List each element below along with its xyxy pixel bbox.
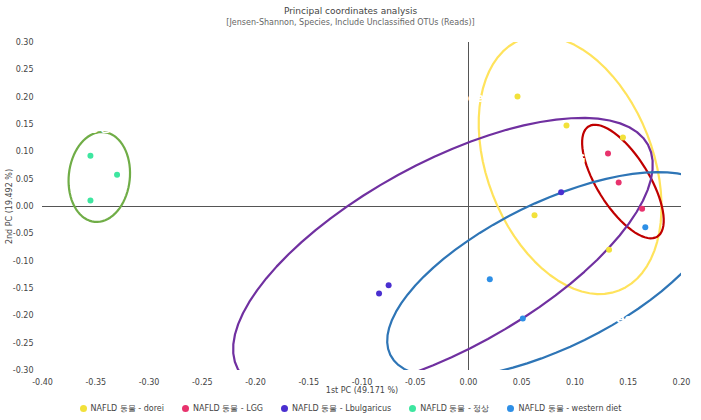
svg-text:2nd PC (19.492 %): 2nd PC (19.492 %) (5, 169, 14, 244)
html-text:NAFLD 동물 - 정상: NAFLD 동물 - 정상 (420, 403, 490, 413)
svg-text:0.20: 0.20 (16, 93, 34, 102)
svg-text:B. dorei: B. dorei (431, 90, 488, 105)
svg-text:0.00: 0.00 (460, 378, 478, 387)
html-text:NAFLD 동물 - western diet: NAFLD 동물 - western diet (518, 403, 622, 413)
svg-text:L. bulgaricus: L. bulgaricus (349, 214, 444, 229)
svg-text:1st PC (49.171 %): 1st PC (49.171 %) (326, 386, 398, 395)
svg-text:-0.30: -0.30 (13, 366, 34, 375)
svg-text:-0.15: -0.15 (13, 284, 34, 293)
svg-text:-0.05: -0.05 (13, 229, 34, 238)
svg-text:-0.30: -0.30 (139, 378, 160, 387)
html-text:NAFLD 동물 - dorei: NAFLD 동물 - dorei (90, 403, 164, 413)
svg-text:0.20: 0.20 (673, 378, 691, 387)
html-text:Principal coordinates analysis: Principal coordinates analysis (283, 6, 418, 16)
svg-text:0.00: 0.00 (16, 202, 34, 211)
svg-text:-0.20: -0.20 (13, 311, 34, 320)
html-text:NAFLD 동물 - Lbulgaricus: NAFLD 동물 - Lbulgaricus (292, 403, 392, 413)
svg-text:-0.25: -0.25 (192, 378, 213, 387)
html-text:[Jensen-Shannon, Species, Incl: [Jensen-Shannon, Species, Include Unclas… (226, 18, 475, 27)
svg-text:-0.25: -0.25 (13, 339, 34, 348)
svg-text:0.05: 0.05 (513, 378, 531, 387)
svg-text:0.10: 0.10 (16, 147, 34, 156)
svg-text:-0.40: -0.40 (32, 378, 53, 387)
svg-text:0.15: 0.15 (16, 120, 34, 129)
svg-text:0.05: 0.05 (16, 175, 34, 184)
svg-text:Westerndiet: Westerndiet (602, 311, 663, 339)
svg-text:LGG: LGG (556, 151, 586, 166)
svg-text:0.15: 0.15 (619, 378, 637, 387)
html-text:NAFLD 동물 - LGG: NAFLD 동물 - LGG (193, 403, 263, 413)
svg-text:0.10: 0.10 (566, 378, 584, 387)
svg-text:0.25: 0.25 (16, 65, 34, 74)
svg-text:-0.35: -0.35 (85, 378, 106, 387)
svg-text:0.30: 0.30 (16, 38, 34, 47)
svg-text:-0.10: -0.10 (13, 257, 34, 266)
svg-text:-0.15: -0.15 (298, 378, 319, 387)
svg-text:-0.20: -0.20 (245, 378, 266, 387)
svg-text:-0.10: -0.10 (351, 378, 373, 388)
svg-text:-0.05: -0.05 (405, 378, 426, 387)
svg-text:정상: 정상 (86, 119, 112, 134)
